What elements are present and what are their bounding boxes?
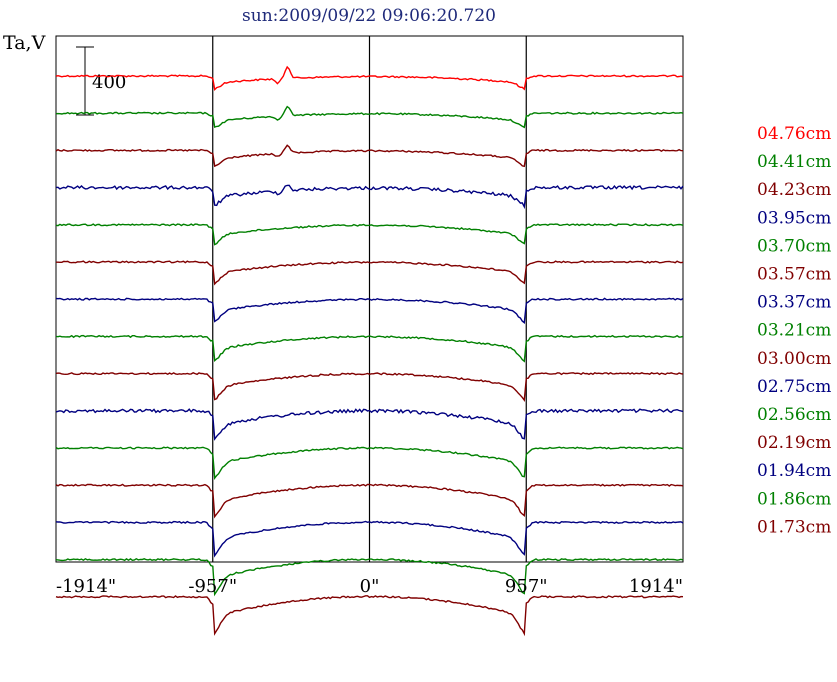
legend-entry-01.73cm: 01.73cm bbox=[757, 517, 831, 537]
legend-entry-03.00cm: 03.00cm bbox=[757, 349, 831, 369]
series-line-01.94cm bbox=[55, 520, 684, 558]
series-line-04.41cm bbox=[55, 105, 684, 129]
x-tick-labels: -1914" -957" 0" 957" 1914" bbox=[56, 576, 683, 597]
legend: 04.76cm 04.41cm 04.23cm 03.95cm 03.70cm 03.57… bbox=[757, 124, 831, 537]
series-line-02.75cm bbox=[55, 408, 684, 441]
series-line-01.86cm bbox=[55, 557, 684, 597]
series-line-03.57cm bbox=[56, 260, 684, 286]
legend-entry-02.56cm: 02.56cm bbox=[757, 405, 831, 425]
legend-entry-01.86cm: 01.86cm bbox=[757, 489, 831, 509]
series-line-03.95cm bbox=[55, 184, 684, 210]
series-line-04.23cm bbox=[55, 144, 684, 168]
legend-entry-02.19cm: 02.19cm bbox=[757, 433, 831, 453]
legend-entry-03.95cm: 03.95cm bbox=[757, 208, 831, 228]
legend-entry-04.23cm: 04.23cm bbox=[757, 180, 831, 200]
scale-bar: 400 bbox=[76, 46, 126, 116]
x-tick-label-3: 957" bbox=[505, 576, 548, 597]
x-tick-label-0: -1914" bbox=[56, 576, 116, 597]
legend-entry-03.21cm: 03.21cm bbox=[757, 321, 831, 341]
series-line-03.00cm bbox=[55, 371, 684, 402]
legend-entry-02.75cm: 02.75cm bbox=[757, 377, 831, 397]
x-tick-label-4: 1914" bbox=[629, 576, 683, 597]
legend-entry-04.76cm: 04.76cm bbox=[757, 124, 831, 144]
chart-title: sun:2009/09/22 09:06:20.720 bbox=[242, 6, 496, 26]
legend-entry-01.94cm: 01.94cm bbox=[757, 461, 831, 481]
legend-entry-03.57cm: 03.57cm bbox=[757, 265, 831, 285]
series-line-04.76cm bbox=[55, 65, 684, 92]
x-tick-label-1: -957" bbox=[188, 576, 237, 597]
series-line-03.21cm bbox=[55, 334, 684, 363]
series-line-02.56cm bbox=[55, 446, 684, 480]
series-line-03.70cm bbox=[55, 223, 684, 246]
series-line-02.19cm bbox=[55, 483, 684, 519]
series-lines bbox=[55, 65, 684, 637]
legend-entry-04.41cm: 04.41cm bbox=[757, 152, 831, 172]
x-tick-label-2: 0" bbox=[360, 576, 380, 597]
series-line-01.73cm bbox=[55, 595, 684, 637]
series-line-03.37cm bbox=[55, 297, 684, 325]
legend-entry-03.70cm: 03.70cm bbox=[757, 236, 831, 256]
legend-entry-03.37cm: 03.37cm bbox=[757, 293, 831, 313]
scale-bar-label: 400 bbox=[92, 72, 126, 93]
y-axis-label: Ta,V bbox=[3, 32, 46, 54]
